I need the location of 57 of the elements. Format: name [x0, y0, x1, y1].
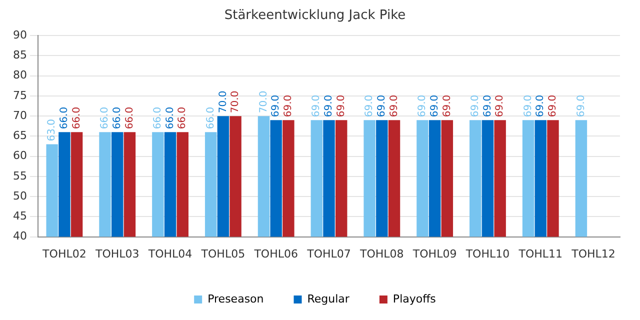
data-label: 69.0: [576, 94, 587, 118]
legend-label: Preseason: [208, 292, 264, 306]
legend-label: Playoffs: [392, 292, 436, 306]
data-label: 66.0: [177, 106, 188, 130]
data-label: 69.0: [442, 94, 453, 118]
x-tick-label: TOHL11: [518, 247, 563, 260]
data-label: 69.0: [494, 94, 506, 118]
data-label: 63.0: [46, 118, 58, 142]
data-label: 70.0: [218, 90, 229, 114]
data-label: 70.0: [258, 90, 270, 114]
x-tick-label: TOHL02: [42, 247, 86, 260]
data-label: 66.0: [112, 106, 123, 130]
legend-label: Regular: [307, 292, 350, 306]
data-label: 66.0: [71, 106, 82, 130]
data-label: 69.0: [376, 94, 388, 118]
data-label: 66.0: [59, 106, 70, 130]
data-label: 69.0: [283, 94, 294, 118]
data-label: 69.0: [270, 94, 282, 118]
y-tick-label: 85: [12, 48, 27, 62]
data-label: 69.0: [311, 94, 322, 118]
data-label: 69.0: [548, 94, 559, 118]
x-tick-label: TOHL07: [306, 247, 351, 260]
data-label: 69.0: [336, 94, 347, 118]
data-label: 69.0: [522, 94, 534, 118]
data-label: 69.0: [364, 94, 376, 118]
y-tick-label: 80: [12, 68, 27, 82]
y-tick-label: 60: [12, 149, 27, 162]
data-label: 69.0: [535, 94, 546, 118]
y-tick-label: 70: [12, 108, 27, 122]
data-label: 66.0: [100, 106, 111, 130]
data-label: 66.0: [124, 106, 136, 130]
y-tick-label: 45: [12, 210, 27, 223]
x-tick-label: TOHL05: [200, 247, 246, 260]
x-tick-label: TOHL03: [94, 247, 140, 260]
data-label: 66.0: [164, 106, 176, 130]
y-tick-label: 40: [12, 230, 27, 243]
chart-title: Stärkeentwicklung Jack Pike: [224, 8, 406, 24]
x-tick-label: TOHL08: [359, 247, 404, 260]
x-tick-label: TOHL06: [253, 247, 298, 260]
data-label: 69.0: [470, 94, 481, 118]
x-tick-label: TOHL04: [147, 247, 192, 260]
y-tick-label: 75: [12, 88, 27, 102]
data-label: 69.0: [388, 94, 400, 118]
x-tick-label: TOHL10: [464, 247, 510, 260]
data-label: 66.0: [152, 106, 164, 130]
data-label: 66.0: [205, 106, 216, 130]
data-label: 69.0: [482, 94, 494, 118]
data-label: 69.0: [324, 94, 335, 118]
y-tick-label: 50: [12, 189, 27, 202]
y-tick-label: 90: [12, 28, 27, 42]
x-tick-label: TOHL09: [412, 247, 457, 260]
y-tick-label: 65: [12, 129, 27, 142]
x-tick-label: TOHL12: [570, 247, 616, 260]
data-label: 69.0: [429, 94, 440, 118]
data-label: 69.0: [417, 94, 428, 118]
y-tick-label: 55: [12, 169, 27, 182]
data-label: 70.0: [230, 90, 242, 114]
